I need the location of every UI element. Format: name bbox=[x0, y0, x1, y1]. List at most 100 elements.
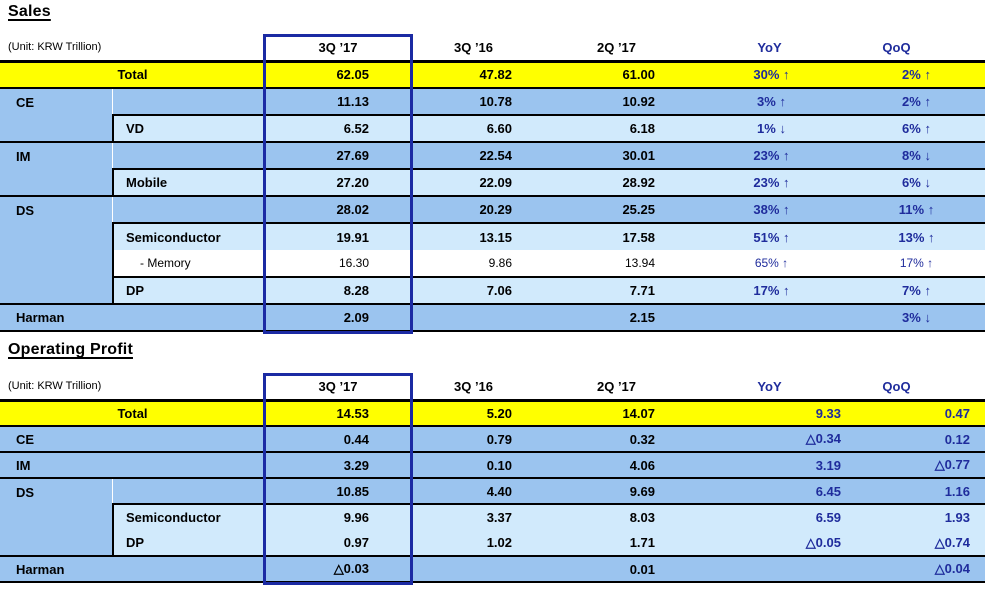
spacer-cell bbox=[113, 87, 265, 115]
table-row-ce: CE 0.44 0.79 0.32 △0.34 0.12 bbox=[0, 425, 985, 452]
col-header-3q17: 3Q ’17 bbox=[265, 35, 411, 61]
value-cell: △0.04 bbox=[848, 555, 985, 583]
col-header-3q16: 3Q ’16 bbox=[411, 374, 556, 400]
value-cell: 3% ↓ bbox=[848, 303, 985, 332]
value-cell: 8.28 bbox=[265, 276, 411, 304]
value-cell: 0.79 bbox=[411, 425, 556, 452]
value-cell: 20.29 bbox=[411, 195, 556, 223]
col-header-qoq: QoQ bbox=[848, 35, 985, 61]
value-cell: 1.93 bbox=[848, 503, 985, 530]
value-cell bbox=[705, 303, 848, 332]
value-cell: 0.44 bbox=[265, 425, 411, 452]
value-cell: 30% ↑ bbox=[705, 59, 848, 88]
value-cell: 62.05 bbox=[265, 59, 411, 88]
table-row-total: Total 14.53 5.20 14.07 9.33 0.47 bbox=[0, 398, 985, 426]
value-cell: 7% ↑ bbox=[848, 276, 985, 304]
table-row-ds: DS 10.85 4.40 9.69 6.45 1.16 bbox=[0, 477, 985, 556]
unit-label: (Unit: KRW Trillion) bbox=[0, 374, 265, 400]
value-cell: 28.02 bbox=[265, 195, 411, 223]
value-cell: 4.06 bbox=[556, 451, 705, 478]
value-cell: 0.47 bbox=[848, 398, 985, 426]
sales-table: (Unit: KRW Trillion) 3Q ’17 3Q ’16 2Q ’1… bbox=[0, 34, 985, 334]
value-cell: 28.92 bbox=[556, 168, 705, 196]
value-cell: 9.33 bbox=[705, 398, 848, 426]
value-cell: 9.86 bbox=[411, 250, 556, 277]
value-cell: 47.82 bbox=[411, 59, 556, 88]
row-label: - Memory bbox=[112, 250, 265, 277]
value-cell: 6.60 bbox=[411, 114, 556, 142]
table-row-harman: Harman 2.09 2.15 3% ↓ bbox=[0, 303, 985, 332]
value-cell: 0.12 bbox=[848, 425, 985, 452]
value-cell: 22.54 bbox=[411, 141, 556, 169]
value-cell: 10.78 bbox=[411, 87, 556, 115]
value-cell: 14.07 bbox=[556, 398, 705, 426]
operating-profit-data-table: (Unit: KRW Trillion) 3Q ’17 3Q ’16 2Q ’1… bbox=[0, 374, 985, 583]
value-cell: 19.91 bbox=[265, 222, 411, 250]
value-cell: 9.96 bbox=[265, 503, 411, 530]
value-cell: 0.32 bbox=[556, 425, 705, 452]
value-cell bbox=[411, 303, 556, 332]
value-cell: 16.30 bbox=[265, 250, 411, 277]
row-label: IM bbox=[0, 451, 265, 478]
value-cell: △0.74 bbox=[848, 530, 985, 556]
table-row-ds: DS 28.02 20.29 25.25 38% ↑ 11% ↑ bbox=[0, 195, 985, 304]
value-cell: 51% ↑ bbox=[705, 222, 848, 250]
table-row-im: IM 3.29 0.10 4.06 3.19 △0.77 bbox=[0, 451, 985, 478]
value-cell: 6.18 bbox=[556, 114, 705, 142]
value-cell: 23% ↑ bbox=[705, 141, 848, 169]
row-label: DP bbox=[112, 276, 265, 304]
value-cell: 1.71 bbox=[556, 530, 705, 556]
value-cell: 2.09 bbox=[265, 303, 411, 332]
table-header-row: (Unit: KRW Trillion) 3Q ’17 3Q ’16 2Q ’1… bbox=[0, 35, 985, 61]
value-cell: 6% ↓ bbox=[848, 168, 985, 196]
table-row-im: IM 27.69 22.54 30.01 23% ↑ 8% ↓ bbox=[0, 141, 985, 196]
value-cell: 22.09 bbox=[411, 168, 556, 196]
table-row-memory: - Memory 16.30 9.86 13.94 65% ↑ 17% ↑ bbox=[0, 250, 985, 277]
col-header-yoy: YoY bbox=[705, 374, 848, 400]
row-label: Mobile bbox=[112, 168, 265, 196]
table-row-total: Total 62.05 47.82 61.00 30% ↑ 2% ↑ bbox=[0, 59, 985, 88]
row-label: Semiconductor bbox=[112, 503, 265, 530]
value-cell: 38% ↑ bbox=[705, 195, 848, 223]
value-cell bbox=[705, 555, 848, 583]
value-cell: 11% ↑ bbox=[848, 195, 985, 223]
value-cell: 8% ↓ bbox=[848, 141, 985, 169]
value-cell: 3.29 bbox=[265, 451, 411, 478]
spacer-cell bbox=[113, 141, 265, 169]
row-label: IM bbox=[0, 141, 113, 196]
col-header-2q17: 2Q ’17 bbox=[556, 374, 705, 400]
value-cell: 7.71 bbox=[556, 276, 705, 304]
unit-label: (Unit: KRW Trillion) bbox=[0, 35, 265, 61]
value-cell: 27.20 bbox=[265, 168, 411, 196]
value-cell: 2% ↑ bbox=[848, 59, 985, 88]
value-cell: △0.03 bbox=[265, 555, 411, 583]
row-label: Semiconductor bbox=[112, 222, 265, 250]
value-cell: 3.37 bbox=[411, 503, 556, 530]
value-cell: 1.16 bbox=[848, 477, 985, 504]
value-cell: 3.19 bbox=[705, 451, 848, 478]
sales-data-table: (Unit: KRW Trillion) 3Q ’17 3Q ’16 2Q ’1… bbox=[0, 35, 985, 332]
value-cell: 1.02 bbox=[411, 530, 556, 556]
row-label: DS bbox=[0, 195, 113, 304]
value-cell: 13.94 bbox=[556, 250, 705, 277]
value-cell: 17.58 bbox=[556, 222, 705, 250]
value-cell: 27.69 bbox=[265, 141, 411, 169]
col-header-qoq: QoQ bbox=[848, 374, 985, 400]
value-cell: 0.10 bbox=[411, 451, 556, 478]
table-row-harman: Harman △0.03 0.01 △0.04 bbox=[0, 555, 985, 583]
value-cell: 14.53 bbox=[265, 398, 411, 426]
table-row-dp: DP 8.28 7.06 7.71 17% ↑ 7% ↑ bbox=[0, 276, 985, 304]
value-cell: 6% ↑ bbox=[848, 114, 985, 142]
row-label: Total bbox=[0, 59, 265, 88]
value-cell: 7.06 bbox=[411, 276, 556, 304]
table-row-dp: DP 0.97 1.02 1.71 △0.05 △0.74 bbox=[0, 530, 985, 556]
table-row-semiconductor: Semiconductor 19.91 13.15 17.58 51% ↑ 13… bbox=[0, 222, 985, 250]
value-cell: 2% ↑ bbox=[848, 87, 985, 115]
value-cell: 1% ↓ bbox=[705, 114, 848, 142]
table-row-semiconductor: Semiconductor 9.96 3.37 8.03 6.59 1.93 bbox=[0, 503, 985, 530]
value-cell: 6.45 bbox=[705, 477, 848, 504]
value-cell: 3% ↑ bbox=[705, 87, 848, 115]
row-label: DS bbox=[0, 477, 113, 556]
table-header-row: (Unit: KRW Trillion) 3Q ’17 3Q ’16 2Q ’1… bbox=[0, 374, 985, 400]
row-label: CE bbox=[0, 425, 265, 452]
